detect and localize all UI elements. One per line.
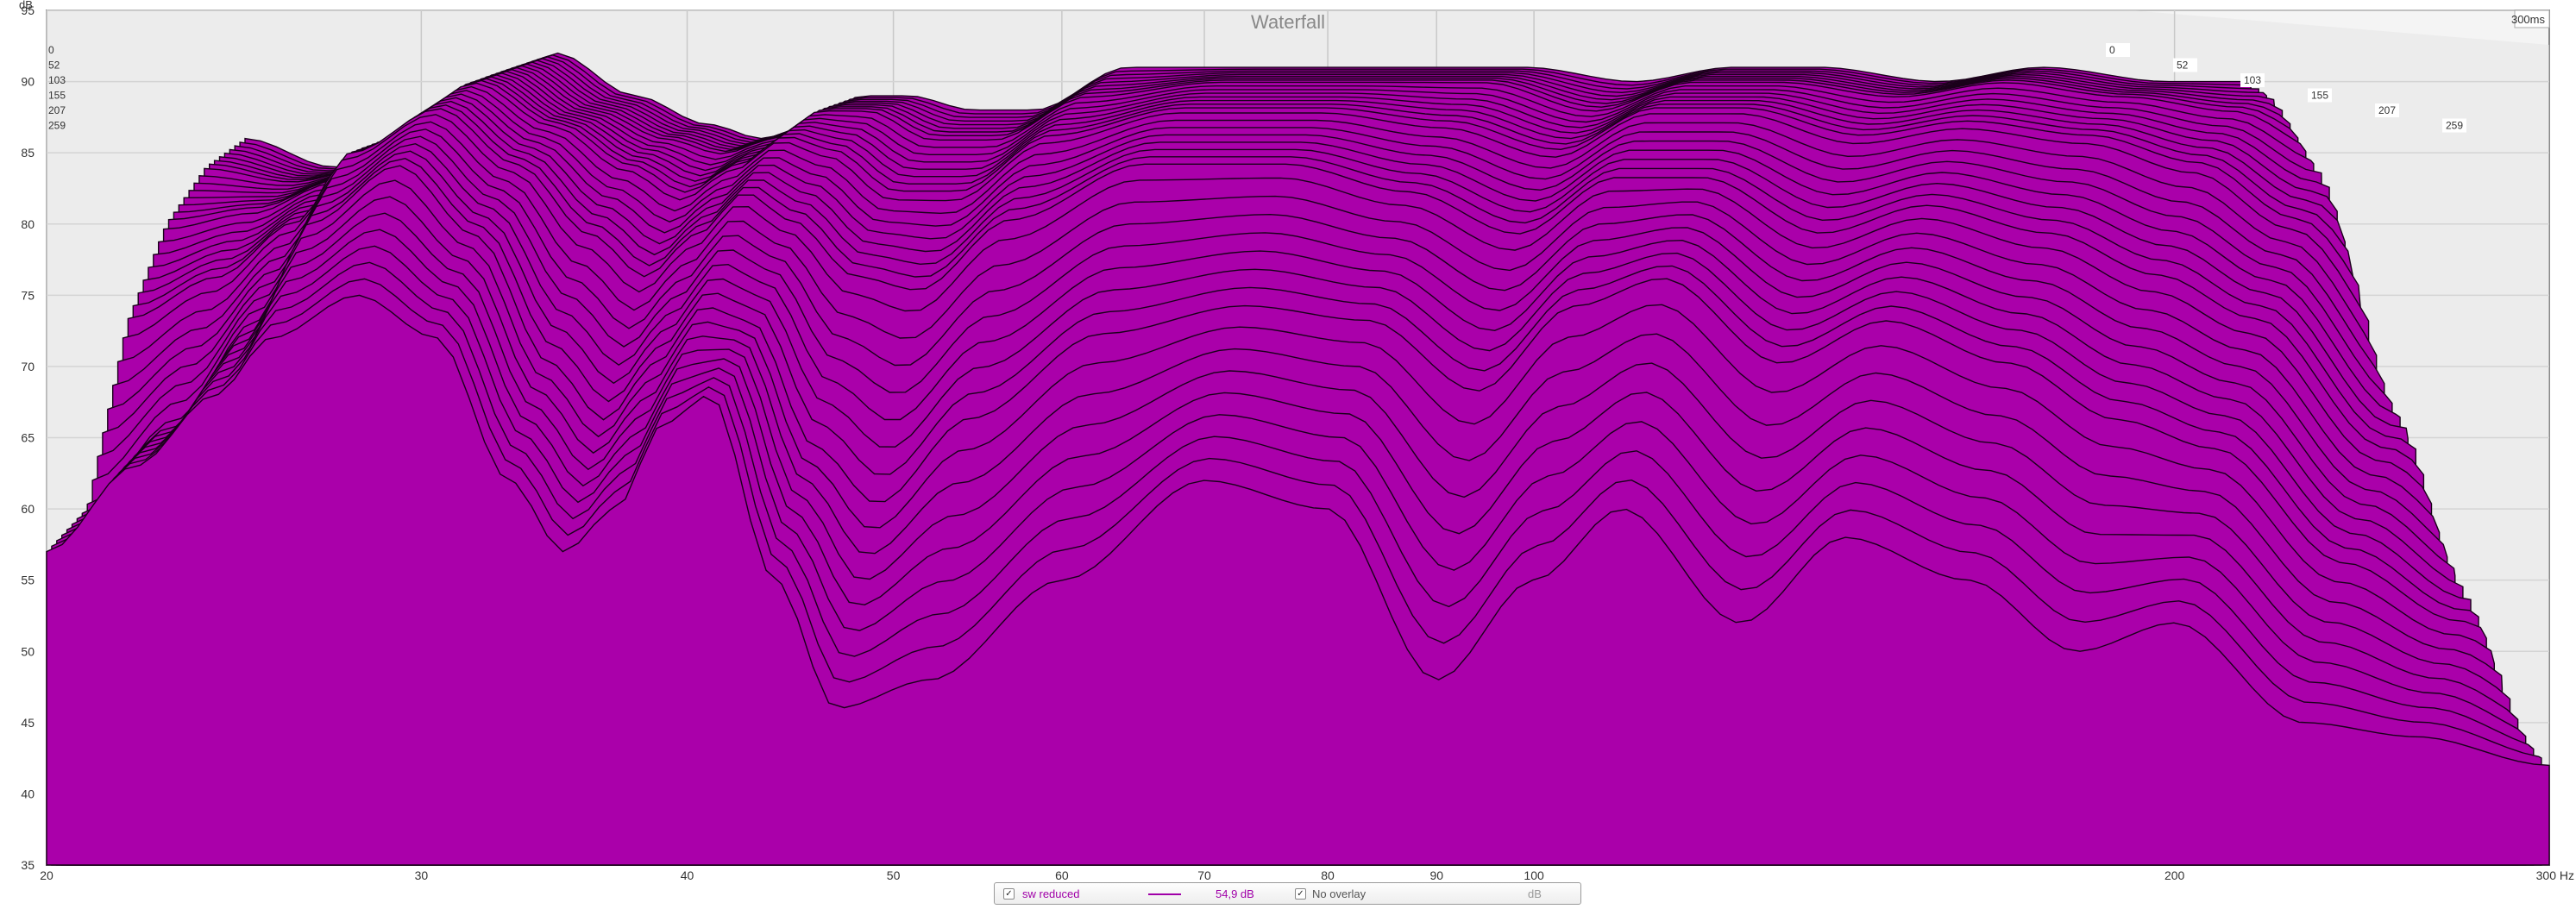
y-tick-label: 45	[21, 716, 35, 730]
time-label-left: 207	[48, 104, 66, 116]
x-tick-label: 60	[1055, 868, 1069, 882]
time-label-right: 259	[2446, 120, 2463, 132]
time-label-right: 103	[2244, 74, 2261, 86]
time-label-left: 259	[48, 120, 66, 132]
waterfall-slice	[46, 294, 2550, 866]
x-axis-end-label: 300 Hz	[2536, 868, 2574, 882]
chart-title: Waterfall	[1251, 11, 1325, 33]
time-label-bg	[2240, 73, 2265, 87]
x-tick-label: 30	[415, 868, 429, 882]
y-tick-label: 70	[21, 360, 35, 373]
x-tick-label: 200	[2164, 868, 2185, 882]
time-label-bg	[2106, 43, 2130, 57]
time-label-bg	[2442, 118, 2466, 133]
y-tick-label: 95	[21, 3, 35, 17]
x-tick-label: 70	[1197, 868, 1211, 882]
y-tick-label: 40	[21, 787, 35, 800]
y-tick-label: 65	[21, 431, 35, 445]
time-label-left: 103	[48, 74, 66, 86]
y-tick-label: 35	[21, 858, 35, 872]
time-label-right: 155	[2311, 90, 2328, 102]
time-label-right: 207	[2378, 104, 2396, 116]
time-label-left: 0	[48, 44, 54, 56]
axes-layer: 35 40 45 50 55 60 65 70 75 80 85 90 95 20 30 40 50 60 70 80…	[21, 3, 2574, 882]
x-tick-label: 20	[40, 868, 53, 882]
y-tick-label: 75	[21, 288, 35, 302]
overlay-unit-label: dB	[1528, 887, 1542, 900]
time-label-bg	[2308, 88, 2332, 103]
time-label-right: 0	[2109, 44, 2115, 56]
trace-color-line	[1148, 893, 1181, 895]
x-tick-label: 80	[1321, 868, 1335, 882]
y-axis-unit-label: dB	[19, 0, 33, 11]
slices-layer	[46, 52, 2550, 866]
time-label-left: 52	[48, 60, 60, 72]
overlay-label[interactable]: No overlay	[1312, 887, 1367, 900]
time-label-bg	[2375, 103, 2399, 117]
time-label-left: 155	[48, 90, 66, 102]
y-tick-label: 60	[21, 502, 35, 516]
y-tick-label: 50	[21, 644, 35, 658]
x-tick-label: 40	[681, 868, 694, 882]
x-tick-label: 90	[1429, 868, 1443, 882]
trace-checkbox[interactable]: ✓	[1003, 888, 1015, 900]
y-tick-label: 80	[21, 217, 35, 231]
y-tick-label: 90	[21, 75, 35, 89]
time-label-bg	[2173, 58, 2197, 72]
legend-bar: ✓ sw reduced 54,9 dB ✓ No overlay dB	[994, 882, 1581, 905]
time-end-label-box	[2514, 9, 2550, 28]
x-tick-label: 50	[887, 868, 901, 882]
y-tick-label: 55	[21, 574, 35, 587]
time-end-label: 300ms	[2511, 13, 2546, 26]
trace-value-label: 54,9 dB	[1216, 887, 1254, 900]
overlay-checkbox[interactable]: ✓	[1295, 888, 1306, 900]
y-tick-label: 85	[21, 146, 35, 160]
time-label-right: 52	[2177, 60, 2189, 72]
trace-name-label[interactable]: sw reduced	[1022, 887, 1080, 900]
x-tick-label: 100	[1524, 868, 1544, 882]
